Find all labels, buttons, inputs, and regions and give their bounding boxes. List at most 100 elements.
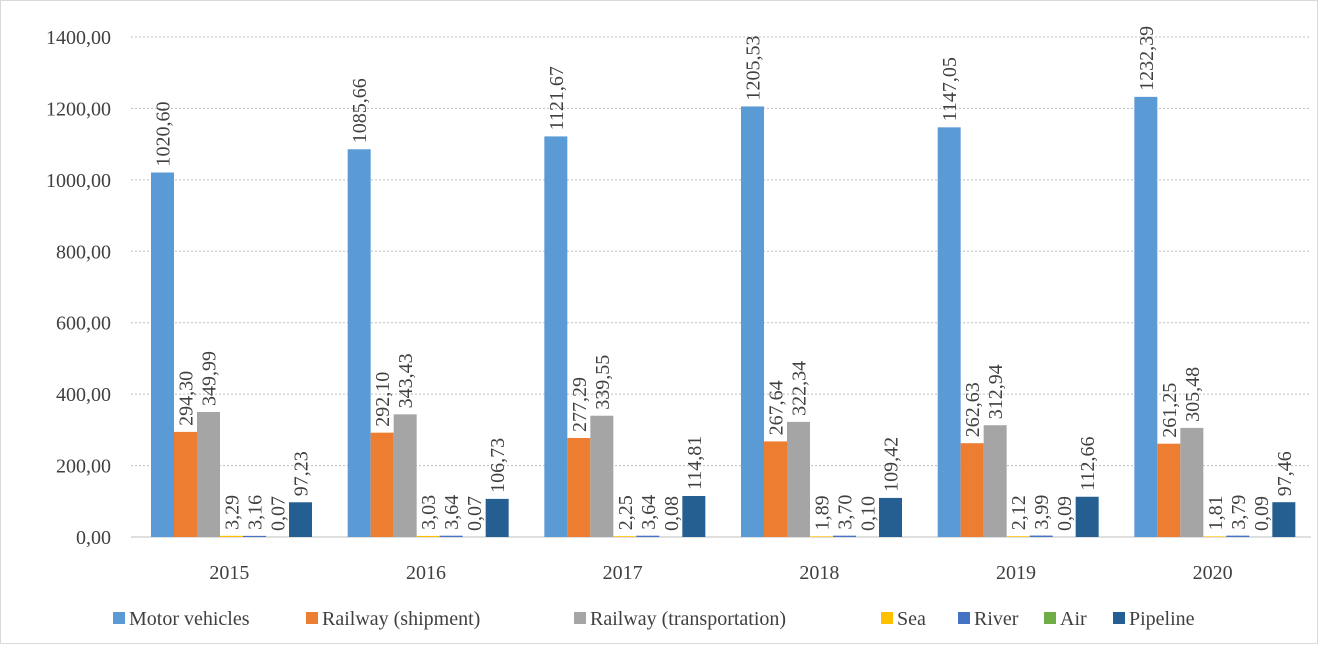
data-label: 305,48 — [1182, 367, 1204, 422]
bar — [1029, 535, 1053, 537]
data-label: 1085,66 — [349, 78, 371, 143]
y-axis-ticks: 0,00 200,00 400,00 600,00 800,00 1000,00 1200,… — [46, 27, 111, 549]
data-label: 292,10 — [372, 372, 394, 427]
data-label: 1,81 — [1205, 495, 1227, 530]
data-label: 261,25 — [1159, 383, 1181, 438]
data-label: 3,99 — [1031, 495, 1053, 530]
bar — [983, 425, 1007, 537]
legend-swatch — [958, 612, 970, 624]
data-label: 343,43 — [395, 353, 417, 408]
data-label: 0,09 — [1054, 496, 1076, 531]
data-label: 1147,05 — [939, 57, 961, 121]
data-label: 1020,60 — [153, 102, 175, 167]
bar — [544, 136, 568, 537]
bar — [197, 412, 220, 537]
data-label: 3,70 — [835, 495, 857, 530]
data-label: 349,99 — [199, 351, 221, 406]
data-label: 1,89 — [812, 495, 834, 530]
legend-swatch — [1044, 612, 1056, 624]
data-label: 106,73 — [487, 438, 509, 493]
legend-swatch — [306, 612, 318, 624]
bar — [1006, 536, 1030, 537]
y-tick-label: 400,00 — [56, 384, 111, 406]
legend-swatch — [881, 612, 893, 624]
data-label: 277,29 — [569, 377, 591, 432]
bar — [347, 149, 371, 537]
bar — [243, 535, 266, 537]
bar — [1157, 443, 1181, 537]
data-label: 0,08 — [661, 496, 683, 531]
data-label: 322,34 — [789, 361, 811, 416]
legend-label: Pipeline — [1129, 608, 1195, 630]
data-label: 339,55 — [592, 355, 614, 410]
y-tick-label: 200,00 — [56, 456, 111, 478]
bar — [879, 497, 902, 537]
data-label: 1121,67 — [546, 66, 568, 130]
data-label: 2,12 — [1008, 495, 1030, 530]
data-label: 3,29 — [222, 495, 244, 530]
bar — [1180, 427, 1204, 537]
x-axis-categories: 2015 2016 2017 2018 2019 2020 — [209, 562, 1232, 584]
data-label: 0,07 — [464, 496, 486, 531]
bar — [1134, 96, 1158, 537]
data-label: 109,42 — [881, 437, 903, 492]
legend-label: Motor vehicles — [129, 608, 250, 630]
data-label: 1205,53 — [743, 35, 765, 100]
x-category-label: 2015 — [209, 562, 249, 584]
bar — [590, 415, 614, 537]
bar — [1075, 496, 1099, 537]
x-category-label: 2020 — [1193, 562, 1233, 584]
bar — [764, 441, 787, 537]
bar — [1226, 535, 1250, 537]
bar — [289, 502, 312, 537]
bar — [393, 414, 417, 537]
y-tick-label: 800,00 — [56, 241, 111, 263]
bar — [741, 106, 764, 537]
bar — [174, 431, 197, 537]
legend-label: Railway (transportation) — [590, 608, 786, 630]
legend-label: Air — [1060, 608, 1087, 630]
bar — [682, 495, 706, 537]
bar — [416, 535, 440, 537]
data-label: 3,64 — [638, 495, 660, 530]
legend-label: River — [974, 608, 1019, 630]
data-label: 112,66 — [1077, 436, 1099, 490]
legend-label: Railway (shipment) — [322, 608, 480, 630]
bar — [370, 432, 394, 537]
bar — [485, 498, 509, 537]
bars — [151, 96, 1296, 537]
data-label: 2,25 — [615, 495, 637, 530]
legend-label: Sea — [897, 608, 926, 630]
data-label: 0,09 — [1251, 496, 1273, 531]
data-label: 0,10 — [858, 496, 880, 531]
x-category-label: 2016 — [406, 562, 446, 584]
bar — [613, 536, 637, 537]
bar — [833, 535, 856, 537]
data-label: 312,94 — [985, 364, 1007, 419]
legend-swatch — [113, 612, 125, 624]
bar — [567, 437, 591, 537]
y-tick-label: 600,00 — [56, 313, 111, 335]
bar — [220, 535, 243, 537]
bar — [787, 421, 810, 537]
x-category-label: 2019 — [996, 562, 1036, 584]
bar — [960, 443, 984, 537]
data-label: 3,03 — [418, 495, 440, 530]
bar — [1203, 536, 1227, 537]
y-tick-label: 0,00 — [76, 527, 111, 549]
data-label: 114,81 — [684, 436, 706, 490]
data-label: 262,63 — [962, 382, 984, 437]
bar — [810, 536, 833, 537]
data-label: 294,30 — [176, 371, 198, 426]
legend-swatch — [1113, 612, 1125, 624]
bar — [636, 535, 660, 537]
data-label: 3,64 — [441, 495, 463, 530]
bar — [937, 127, 961, 537]
x-category-label: 2018 — [799, 562, 839, 584]
data-label: 97,46 — [1274, 451, 1296, 496]
legend: Motor vehicles Railway (shipment) Railway … — [113, 608, 1195, 630]
data-label: 97,23 — [291, 451, 313, 496]
